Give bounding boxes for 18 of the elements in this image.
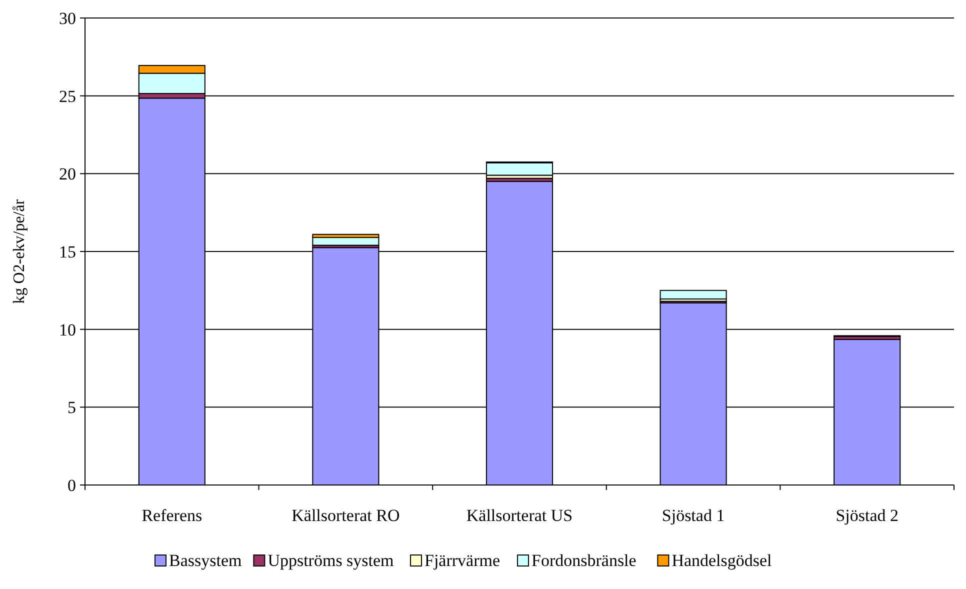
- y-tick-label: 0: [68, 476, 76, 495]
- y-tick-label: 15: [59, 242, 76, 262]
- y-tick-label: 20: [59, 164, 76, 184]
- x-tick-label: Källsorterat RO: [292, 506, 400, 525]
- x-tick-label: Sjöstad 2: [836, 506, 899, 525]
- legend-label: Fordonsbränsle: [532, 551, 636, 570]
- x-tick-label: Sjöstad 1: [662, 506, 725, 525]
- y-tick-label: 25: [59, 86, 76, 106]
- y-axis-title: kg O2-ekv/pe/år: [11, 198, 28, 304]
- x-tick-label: Referens: [142, 506, 202, 525]
- legend-label: Uppströms system: [268, 551, 394, 570]
- y-tick-label: 10: [59, 320, 76, 340]
- legend-label: Fjärrvärme: [424, 551, 500, 570]
- y-tick-label: 30: [59, 8, 76, 28]
- x-tick-label: Källsorterat US: [466, 506, 573, 525]
- y-tick-label: 5: [68, 398, 76, 418]
- legend-label: Bassystem: [169, 551, 242, 570]
- legend-label: Handelsgödsel: [672, 551, 772, 570]
